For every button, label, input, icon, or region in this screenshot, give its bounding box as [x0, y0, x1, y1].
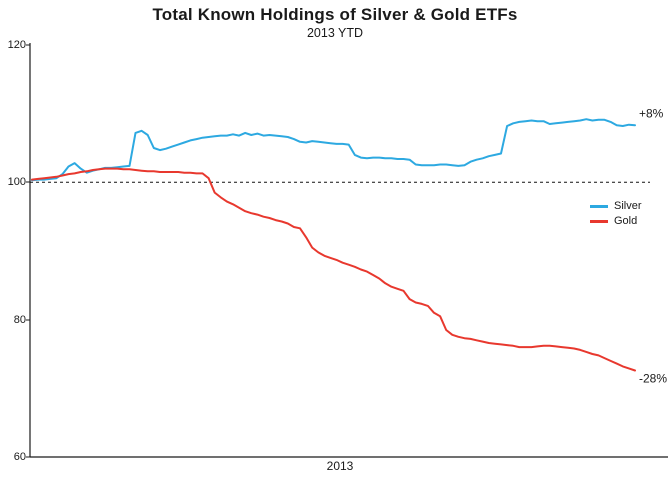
y-tick-label: 120: [7, 39, 26, 51]
legend: Silver Gold: [590, 199, 642, 229]
legend-item-silver: Silver: [590, 199, 642, 214]
silver-line-swatch: [590, 205, 608, 208]
gold-line-swatch: [590, 220, 608, 223]
y-tick-label: 100: [7, 176, 26, 188]
legend-label-silver: Silver: [614, 200, 642, 212]
y-tick-label: 80: [13, 314, 26, 326]
x-axis-label: 2013: [326, 459, 354, 473]
chart-title: Total Known Holdings of Silver & Gold ET…: [152, 5, 518, 24]
y-tick-label: 60: [13, 451, 26, 463]
legend-item-gold: Gold: [590, 214, 642, 229]
gold-series-line: [31, 167, 636, 372]
silver-series-line: [31, 118, 636, 182]
chart-subtitle: 2013 YTD: [306, 26, 364, 40]
legend-label-gold: Gold: [614, 215, 638, 227]
silver-end-label: +8%: [639, 106, 664, 120]
gold-end-label: -28%: [639, 372, 667, 386]
